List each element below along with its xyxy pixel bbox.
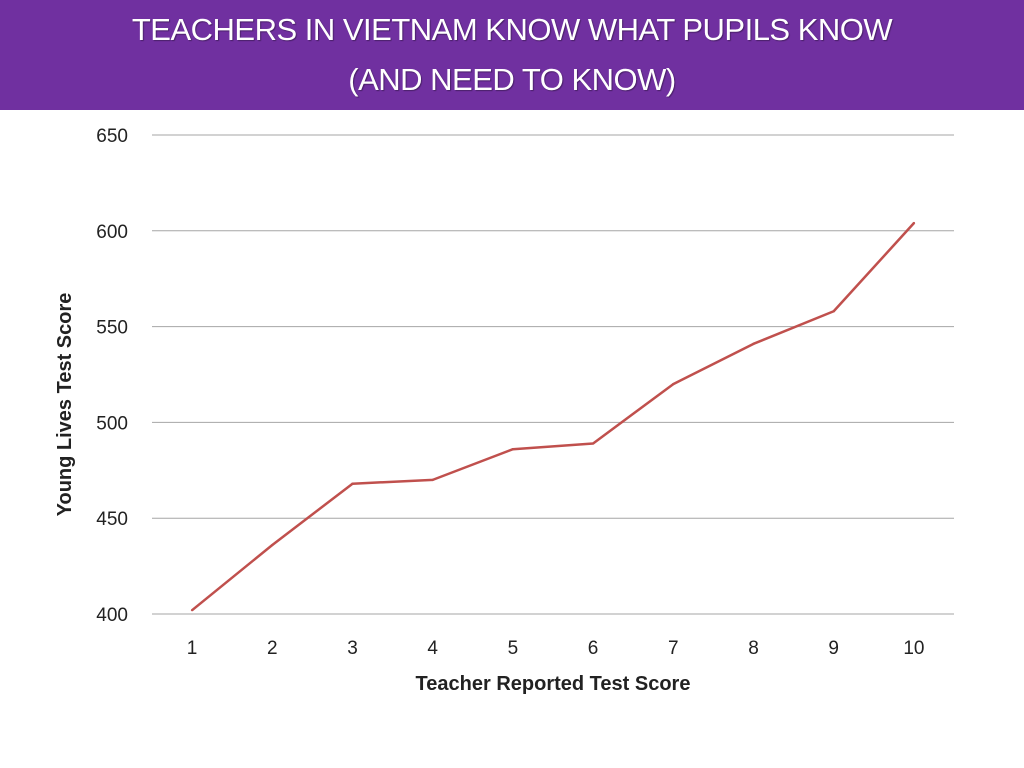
y-tick-label: 500 <box>96 413 128 434</box>
data-point <box>912 221 916 225</box>
data-point <box>752 342 755 346</box>
title-bar: TEACHERS IN VIETNAM KNOW WHAT PUPILS KNO… <box>0 0 1024 110</box>
y-axis-label: Young Lives Test Score <box>54 293 76 517</box>
x-tick-labels: 1 2 3 4 5 6 7 8 9 10 <box>187 638 925 659</box>
gridlines <box>152 134 954 615</box>
y-tick-label: 400 <box>96 605 128 626</box>
title-line-1: TEACHERS IN VIETNAM KNOW WHAT PUPILS KNO… <box>131 12 893 47</box>
data-point <box>271 543 274 547</box>
x-tick-label: 3 <box>347 638 358 659</box>
data-point <box>591 442 595 445</box>
x-tick-label: 2 <box>267 638 278 659</box>
data-point <box>351 482 354 485</box>
data-point <box>511 448 515 451</box>
y-tick-label: 650 <box>96 126 128 147</box>
x-tick-label: 6 <box>588 638 599 659</box>
x-tick-label: 8 <box>748 638 759 659</box>
y-tick-label: 600 <box>96 222 128 243</box>
series-line <box>191 222 915 612</box>
series-layer <box>190 221 916 612</box>
x-tick-label: 9 <box>828 638 839 659</box>
x-tick-label: 10 <box>903 638 924 659</box>
x-tick-label: 1 <box>187 638 198 659</box>
x-axis-label: Teacher Reported Test Score <box>416 673 691 695</box>
data-point <box>190 608 194 612</box>
data-point <box>672 382 675 386</box>
x-tick-label: 4 <box>427 638 438 659</box>
y-tick-labels: 400 450 500 550 600 650 <box>96 126 128 626</box>
x-tick-label: 5 <box>508 638 519 659</box>
data-point <box>832 310 835 313</box>
y-tick-label: 450 <box>96 509 128 530</box>
y-tick-label: 550 <box>96 318 128 339</box>
data-point <box>431 478 434 482</box>
title-line-2: (AND NEED TO KNOW) <box>348 62 676 97</box>
x-tick-label: 7 <box>668 638 679 659</box>
